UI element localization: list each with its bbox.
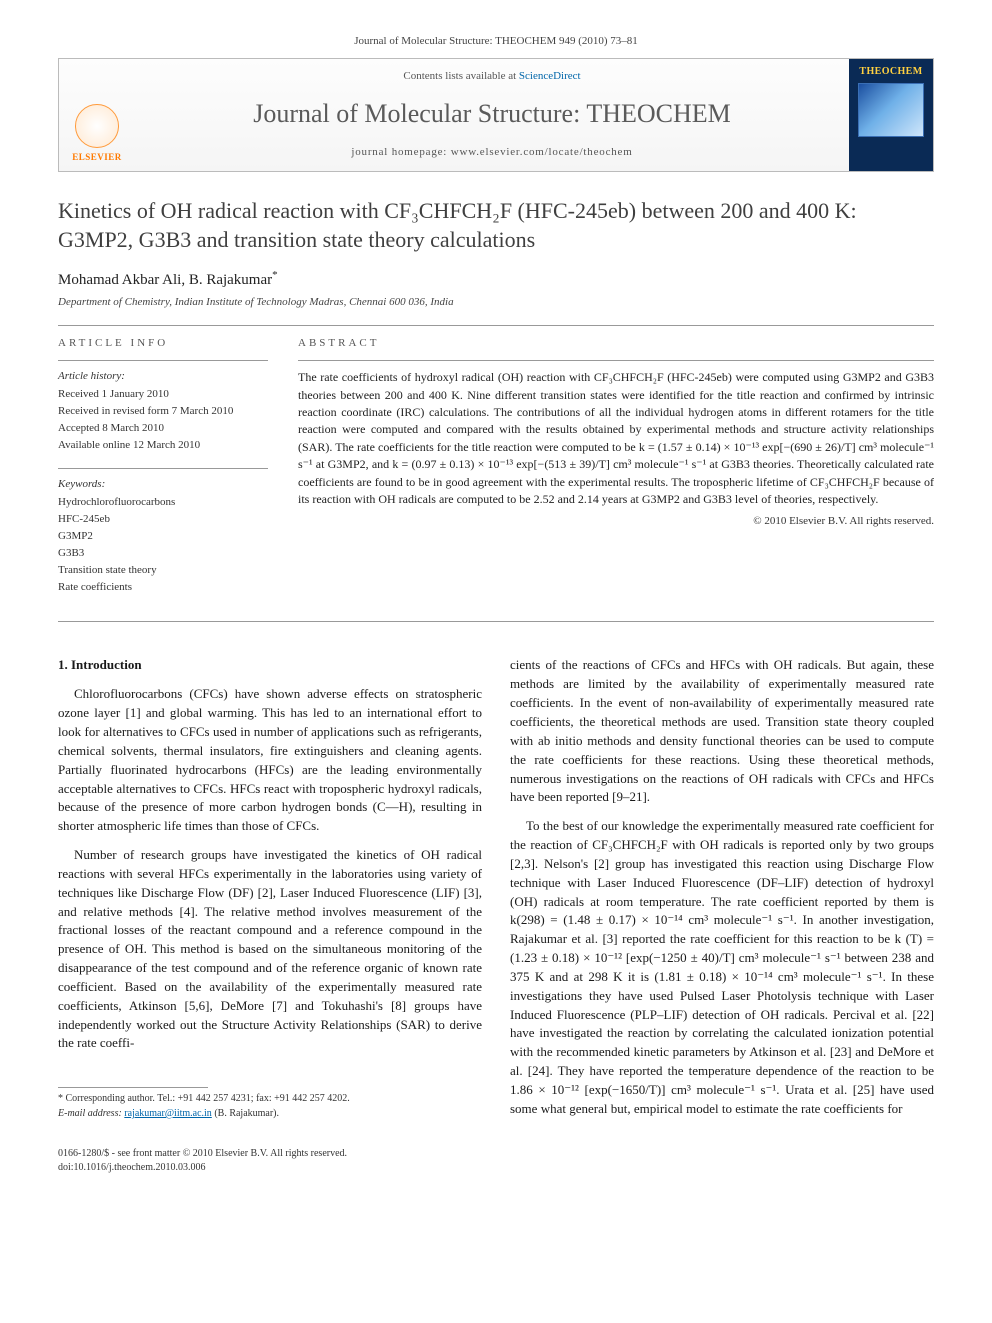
authors-line: Mohamad Akbar Ali, B. Rajakumar* [58, 268, 934, 292]
abstract-heading: ABSTRACT [298, 336, 934, 352]
publisher-logo-cell: ELSEVIER [59, 59, 135, 171]
keyword: HFC-245eb [58, 512, 268, 528]
keywords-label: Keywords: [58, 477, 268, 493]
sciencedirect-link[interactable]: ScienceDirect [519, 70, 581, 82]
cover-title: THEOCHEM [859, 65, 922, 80]
keyword: G3B3 [58, 546, 268, 562]
keyword: G3MP2 [58, 529, 268, 545]
corr-email-link[interactable]: rajakumar@iitm.ac.in [124, 1108, 212, 1119]
abstract-column: ABSTRACT The rate coefficients of hydrox… [298, 336, 934, 609]
intro-para-3: cients of the reactions of CFCs and HFCs… [510, 656, 934, 807]
contents-prefix: Contents lists available at [403, 70, 518, 82]
meta-abstract-row: ARTICLE INFO Article history: Received 1… [58, 326, 934, 621]
email-label: E-mail address: [58, 1108, 122, 1119]
keyword: Hydrochlorofluorocarbons [58, 495, 268, 511]
page-footer: 0166-1280/$ - see front matter © 2010 El… [58, 1147, 934, 1176]
journal-cover-thumb: THEOCHEM [849, 59, 933, 171]
history-online: Available online 12 March 2010 [58, 438, 268, 454]
section-heading-intro: 1. Introduction [58, 656, 482, 675]
doi-line: doi:10.1016/j.theochem.2010.03.006 [58, 1161, 934, 1176]
keywords-block: Keywords: Hydrochlorofluorocarbons HFC-2… [58, 468, 268, 596]
cover-image-icon [858, 83, 924, 137]
author-names: Mohamad Akbar Ali, B. Rajakumar [58, 272, 272, 288]
journal-name: Journal of Molecular Structure: THEOCHEM [143, 95, 841, 133]
intro-para-2: Number of research groups have investiga… [58, 846, 482, 1053]
masthead-center: Contents lists available at ScienceDirec… [135, 59, 849, 171]
footnote-rule [58, 1087, 208, 1088]
history-lines: Received 1 January 2010 Received in revi… [58, 387, 268, 454]
article-info-heading: ARTICLE INFO [58, 336, 268, 352]
corresponding-footnote: * Corresponding author. Tel.: +91 442 25… [58, 1092, 482, 1121]
affiliation: Department of Chemistry, Indian Institut… [58, 295, 934, 311]
elsevier-tree-icon [75, 104, 119, 148]
corr-email-who: (B. Rajakumar). [214, 1108, 279, 1119]
intro-para-4: To the best of our knowledge the experim… [510, 817, 934, 1119]
history-label: Article history: [58, 369, 268, 385]
article-title: Kinetics of OH radical reaction with CF₃… [58, 196, 934, 254]
body-two-column: 1. Introduction Chlorofluorocarbons (CFC… [58, 656, 934, 1128]
contents-available-line: Contents lists available at ScienceDirec… [143, 69, 841, 85]
copyright-line: © 2010 Elsevier B.V. All rights reserved… [298, 514, 934, 530]
abstract-text: The rate coefficients of hydroxyl radica… [298, 369, 934, 508]
page: Journal of Molecular Structure: THEOCHEM… [0, 0, 992, 1206]
elsevier-logo: ELSEVIER [67, 95, 127, 165]
corr-contact: * Corresponding author. Tel.: +91 442 25… [58, 1092, 482, 1107]
running-head-citation: Journal of Molecular Structure: THEOCHEM… [58, 34, 934, 50]
history-accepted: Accepted 8 March 2010 [58, 421, 268, 437]
keywords-list: Hydrochlorofluorocarbons HFC-245eb G3MP2… [58, 495, 268, 596]
divider-bottom [58, 621, 934, 622]
publisher-name: ELSEVIER [72, 151, 122, 164]
front-matter-line: 0166-1280/$ - see front matter © 2010 El… [58, 1147, 934, 1162]
keyword: Transition state theory [58, 563, 268, 579]
journal-masthead: ELSEVIER Contents lists available at Sci… [58, 58, 934, 172]
corresponding-mark: * [272, 269, 278, 281]
intro-para-1: Chlorofluorocarbons (CFCs) have shown ad… [58, 685, 482, 836]
history-revised: Received in revised form 7 March 2010 [58, 404, 268, 420]
journal-homepage-line: journal homepage: www.elsevier.com/locat… [143, 145, 841, 161]
article-history-block: Article history: Received 1 January 2010… [58, 360, 268, 454]
keyword: Rate coefficients [58, 580, 268, 596]
article-info-column: ARTICLE INFO Article history: Received 1… [58, 336, 268, 609]
history-received: Received 1 January 2010 [58, 387, 268, 403]
